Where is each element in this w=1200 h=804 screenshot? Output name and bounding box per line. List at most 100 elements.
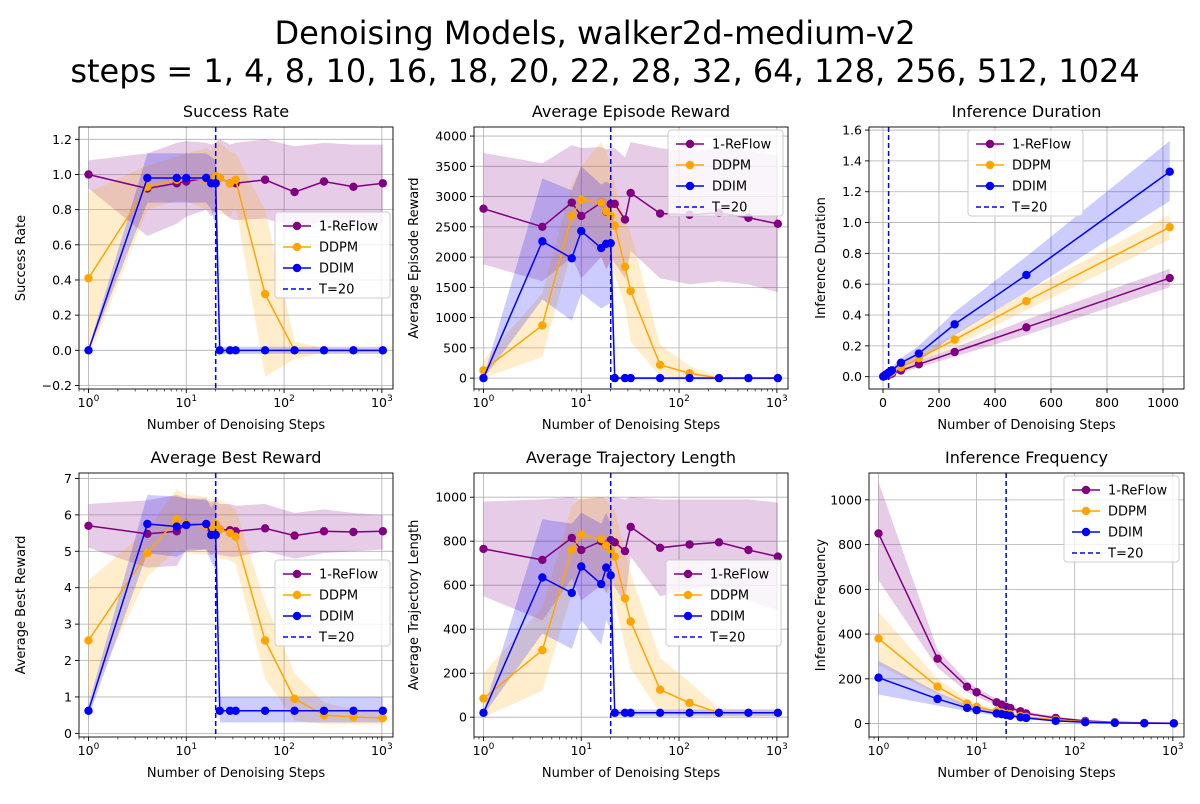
- x-tick-label: 101: [175, 742, 197, 758]
- figure-title-line2: steps = 1, 4, 8, 10, 16, 18, 20, 22, 28,…: [70, 52, 1139, 90]
- legend-marker-1-reflow: [683, 569, 693, 579]
- x-tick-label-exponent: 1: [982, 742, 988, 752]
- point-ddim: [606, 571, 615, 580]
- point-1-reflow: [950, 347, 959, 357]
- y-tick-label: 600: [838, 582, 862, 597]
- legend-marker-ddim: [1081, 527, 1091, 537]
- point-ddim: [1169, 719, 1179, 728]
- point-ddim: [567, 588, 576, 598]
- x-tick-label: 103: [371, 742, 393, 758]
- point-ddpm: [597, 534, 606, 544]
- x-tick-label-exponent: 0: [94, 742, 100, 752]
- x-tick-label: 400: [983, 395, 1007, 410]
- point-ddpm: [577, 530, 586, 539]
- point-1-reflow: [874, 529, 883, 538]
- x-tick-label-exponent: 1: [191, 742, 197, 752]
- x-tick-label-base: 10: [273, 395, 289, 410]
- point-ddim: [874, 673, 883, 682]
- legend-marker-ddpm: [985, 160, 995, 170]
- band-ddim: [88, 494, 383, 723]
- point-ddim: [887, 366, 897, 375]
- point-ddpm: [655, 685, 665, 694]
- point-ddim: [319, 706, 329, 715]
- point-ddpm: [538, 321, 547, 330]
- point-1-reflow: [655, 209, 665, 218]
- x-tick-label-exponent: 3: [387, 742, 393, 752]
- point-1-reflow: [626, 188, 635, 198]
- point-1-reflow: [773, 552, 783, 561]
- point-1-reflow: [655, 543, 665, 552]
- point-ddim: [1081, 718, 1090, 727]
- point-ddim: [1022, 270, 1031, 280]
- x-tick-label-base: 10: [766, 743, 782, 758]
- point-1-reflow: [479, 204, 488, 213]
- subplot-title: Success Rate: [183, 102, 289, 121]
- y-tick-label: 1.2: [842, 184, 862, 199]
- legend-label-t20: T=20: [318, 283, 354, 298]
- x-tick-label: 0: [879, 395, 887, 410]
- y-tick-label: 1.0: [52, 167, 72, 182]
- point-ddim: [773, 708, 783, 717]
- point-1-reflow: [620, 215, 630, 224]
- point-ddpm: [620, 594, 630, 603]
- y-tick-label: 1000: [830, 492, 862, 507]
- legend-box: [967, 129, 1084, 217]
- point-ddpm: [479, 694, 488, 703]
- band-ddpm: [483, 497, 778, 718]
- point-1-reflow: [933, 654, 942, 663]
- point-ddpm: [290, 694, 299, 703]
- y-tick-label: 1.2: [52, 132, 72, 147]
- y-axis-label: Average Trajectory Length: [407, 520, 422, 691]
- x-tick-label: 103: [766, 742, 788, 758]
- y-tick-label: 0: [854, 716, 862, 731]
- x-tick-label-base: 10: [371, 743, 387, 758]
- point-ddim: [685, 708, 694, 717]
- point-ddim: [290, 706, 299, 715]
- point-ddim: [744, 708, 753, 717]
- point-ddpm: [577, 195, 586, 204]
- legend: 1-ReFlow DDPM DDIM T=20: [274, 559, 391, 647]
- x-tick-label-base: 10: [766, 395, 782, 410]
- legend: 1-ReFlow DDPM DDIM T=20: [1063, 475, 1180, 563]
- x-tick-label-base: 10: [668, 743, 684, 758]
- point-ddim: [577, 562, 586, 571]
- legend-label-t20: T=20: [318, 631, 354, 646]
- legend-label-ddim: DDIM: [710, 610, 745, 625]
- point-ddim: [1021, 713, 1031, 723]
- axes-frame: [473, 126, 789, 390]
- point-1-reflow: [610, 538, 619, 547]
- y-tick-label: −0.2: [42, 378, 72, 393]
- point-ddpm: [597, 198, 606, 207]
- point-ddim: [84, 706, 93, 715]
- y-tick-label: 3: [64, 617, 72, 632]
- legend-box: [665, 559, 782, 647]
- legend-label-ddim: DDIM: [1012, 180, 1047, 195]
- point-ddpm: [567, 211, 576, 221]
- y-tick-label: 400: [838, 627, 862, 642]
- y-tick-label: 200: [443, 666, 467, 681]
- x-tick-label-exponent: 2: [684, 742, 690, 752]
- legend-marker-1-reflow: [985, 139, 995, 149]
- y-axis-label: Inference Frequency: [814, 539, 829, 672]
- point-1-reflow: [685, 540, 694, 549]
- point-ddim: [896, 358, 906, 367]
- band-ddim: [883, 140, 1170, 377]
- point-ddim: [1140, 719, 1149, 728]
- point-1-reflow: [290, 531, 299, 540]
- x-tick-label-exponent: 1: [191, 394, 197, 404]
- y-tick-label: 0.4: [842, 308, 862, 323]
- y-tick-label: 4: [64, 580, 72, 595]
- legend-label-ddpm: DDPM: [319, 241, 358, 256]
- point-ddim: [972, 705, 981, 715]
- subplot-grid: 100 101 102 103−0.20.00.20.40.60.81.01.2Suc…: [14, 102, 1185, 781]
- legend-label-1-reflow: 1-ReFlow: [319, 568, 378, 583]
- legend-label-ddpm: DDPM: [319, 589, 358, 604]
- legend-marker-ddim: [683, 611, 693, 621]
- legend-label-ddpm: DDPM: [710, 589, 749, 604]
- point-1-reflow: [1022, 323, 1031, 332]
- point-ddim: [655, 373, 665, 383]
- legend-marker-1-reflow: [292, 569, 302, 579]
- x-tick-label-base: 10: [1162, 743, 1178, 758]
- x-tick-label: 102: [668, 394, 690, 410]
- x-tick-label-exponent: 3: [782, 394, 788, 404]
